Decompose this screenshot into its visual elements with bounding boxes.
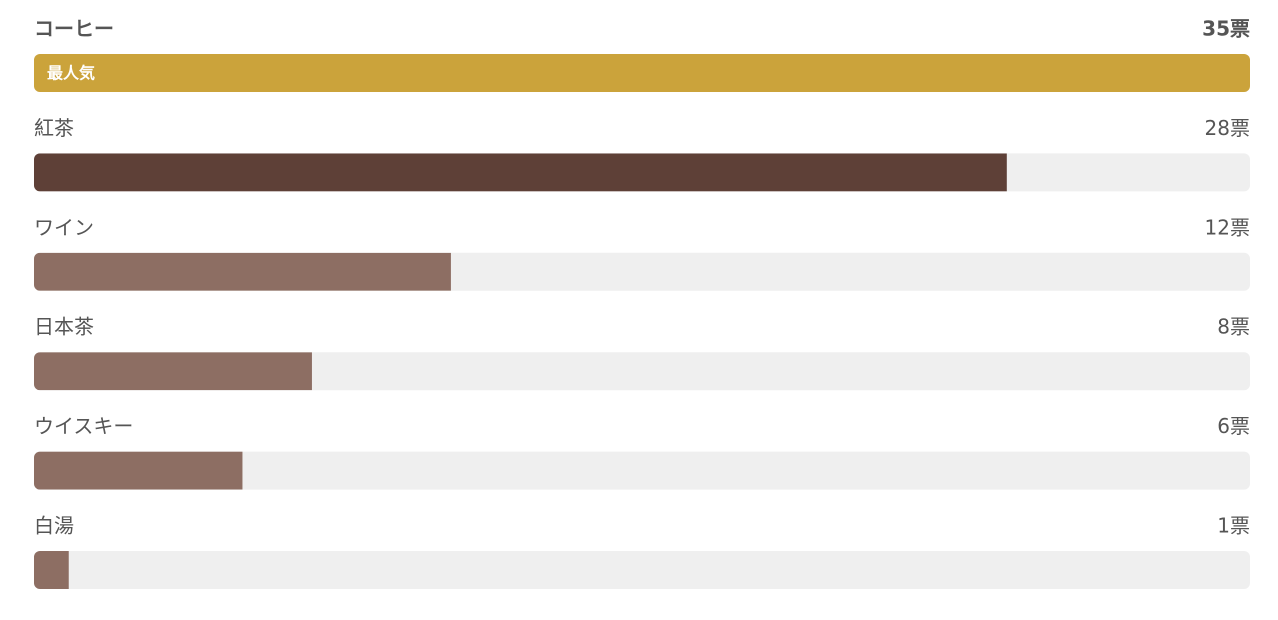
value-label: 12票 — [1205, 215, 1250, 239]
bar — [34, 551, 69, 589]
category-label: ウイスキー — [34, 414, 133, 438]
value-label: 28票 — [1205, 116, 1250, 140]
bar — [34, 153, 1007, 192]
category-label: コーヒー — [34, 17, 114, 41]
value-label: 8票 — [1217, 315, 1250, 339]
bar-track — [34, 352, 1250, 391]
category-label: ワイン — [34, 215, 94, 239]
value-label: 1票 — [1217, 514, 1250, 538]
bar — [34, 54, 1250, 92]
bar-track — [34, 451, 1250, 490]
category-label: 紅茶 — [34, 116, 74, 140]
value-label: 35票 — [1202, 17, 1250, 41]
bar — [34, 451, 243, 490]
bar — [34, 352, 312, 391]
category-label: 白湯 — [34, 514, 74, 538]
bar-track — [34, 551, 1250, 589]
value-label: 6票 — [1217, 414, 1250, 438]
badge: 最人気 — [47, 64, 95, 83]
category-label: 日本茶 — [34, 315, 94, 339]
bar — [34, 252, 451, 291]
